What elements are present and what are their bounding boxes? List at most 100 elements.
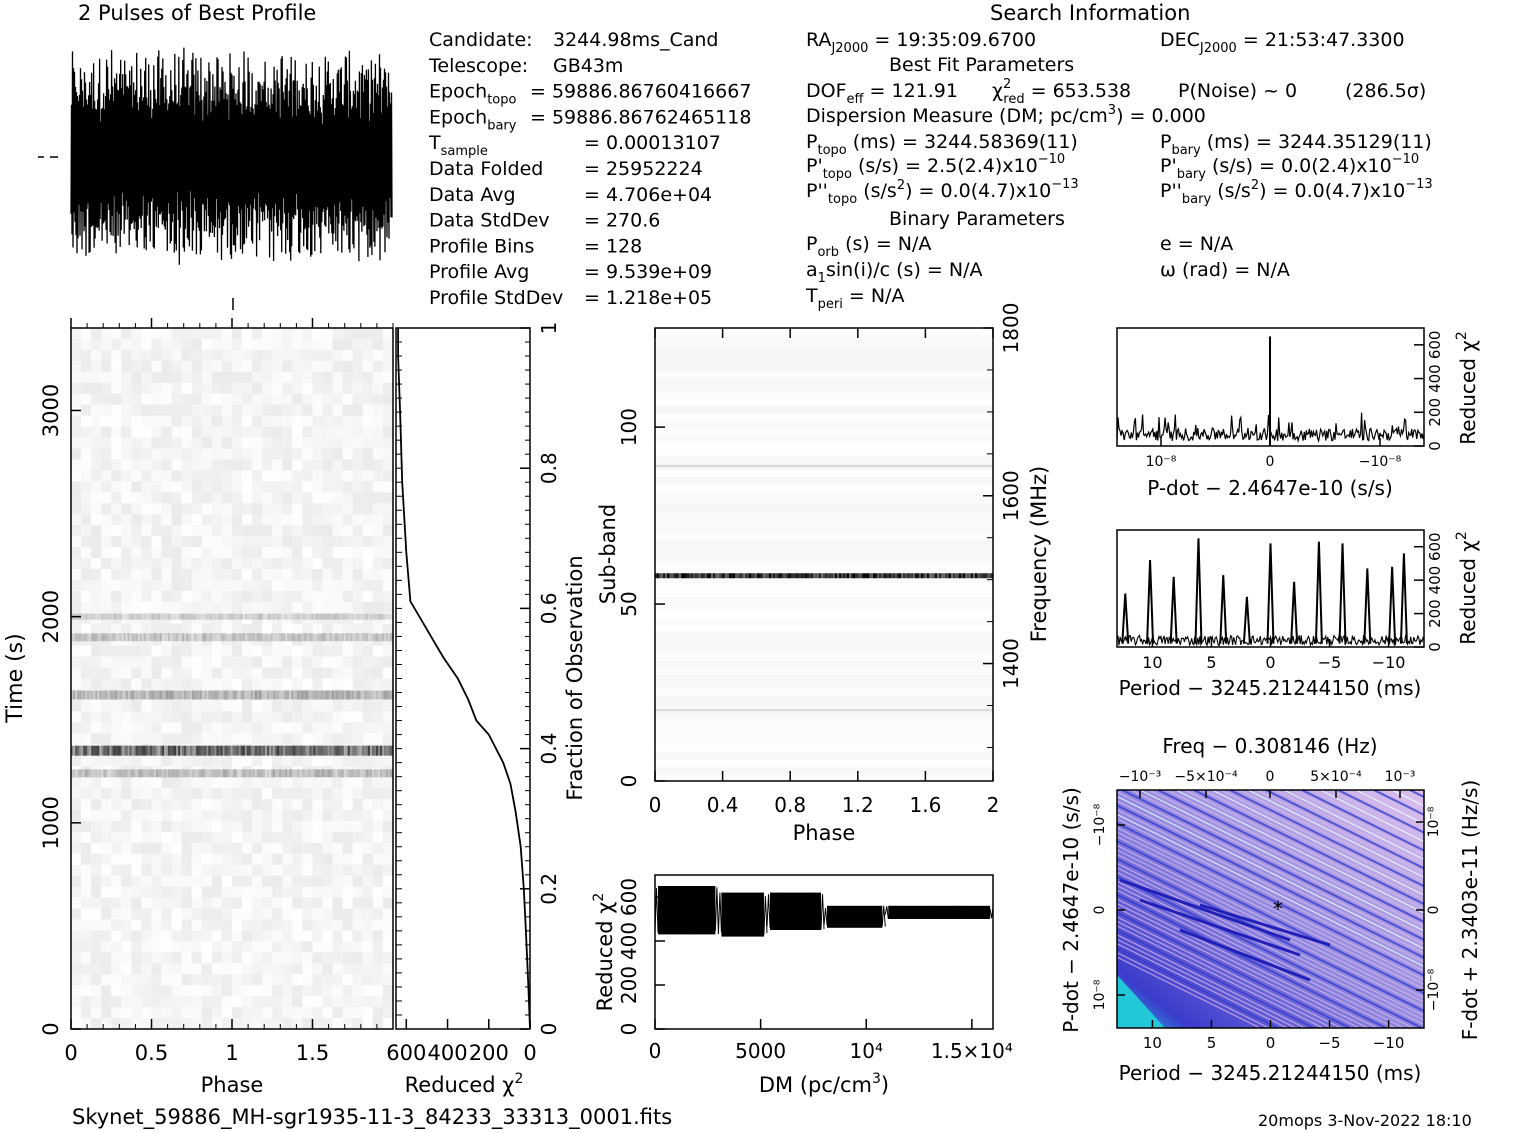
time-phase-cell (372, 481, 383, 493)
subband-bright-cell (941, 573, 943, 579)
subband-bright-cell (943, 573, 945, 579)
time-phase-cell (362, 678, 373, 690)
time-phase-cell (111, 941, 122, 953)
dm-xlabel: DM (pc/cm3) (759, 1071, 889, 1097)
time-phase-cell (342, 919, 353, 931)
time-phase-cell (342, 514, 353, 526)
time-phase-cell (362, 503, 373, 515)
time-phase-cell (231, 492, 243, 504)
time-phase-cell (312, 831, 323, 844)
subband-row (655, 696, 993, 704)
time-phase-cell (201, 908, 212, 920)
time-phase-cell (352, 996, 363, 1008)
time-phase-band (178, 690, 181, 700)
time-phase-band (248, 613, 251, 620)
time-phase-cell (372, 941, 383, 953)
time-phase-cell (151, 371, 162, 384)
time-phase-cell (181, 426, 192, 438)
subband-bright-cell (799, 573, 801, 579)
time-phase-cell (242, 328, 253, 340)
time-phase-band (236, 633, 239, 642)
time-phase-cell (362, 634, 373, 646)
time-phase-cell (131, 514, 142, 526)
time-phase-cell (262, 996, 273, 1008)
time-phase-cell (231, 349, 243, 362)
time-phase-cell (151, 941, 162, 953)
time-phase-cell (171, 941, 182, 953)
time-phase-cell (131, 985, 142, 997)
time-phase-band (384, 613, 387, 620)
subband-bright-cell (869, 573, 871, 579)
time-phase-cell (221, 733, 233, 745)
time-phase-band (228, 690, 231, 700)
time-phase-cell (312, 1007, 323, 1019)
time-phase-cell (191, 842, 202, 854)
time-phase-band (79, 745, 82, 756)
time-phase-band (174, 769, 177, 778)
time-phase-band (341, 690, 344, 700)
time-phase-band (258, 690, 261, 700)
time-phase-band (149, 690, 152, 700)
ptopo-label: Ptopo (ms) = 3244.58369(11) (806, 131, 1078, 158)
time-phase-cell (231, 547, 243, 559)
time-phase-cell (372, 678, 383, 690)
time-phase-cell (272, 558, 283, 570)
time-phase-cell (382, 777, 393, 789)
time-phase-band (305, 690, 308, 700)
time-phase-cell (362, 864, 373, 876)
time-phase-cell (201, 941, 212, 953)
time-phase-cell (312, 645, 323, 657)
time-phase-cell (352, 755, 363, 767)
time-phase-cell (81, 503, 92, 515)
time-phase-cell (171, 525, 182, 537)
time-phase-band (301, 613, 304, 620)
time-phase-cell (382, 733, 393, 745)
time-phase-cell (272, 722, 283, 734)
time-phase-band (264, 633, 268, 642)
time-phase-cell (131, 437, 142, 449)
time-phase-band (335, 769, 338, 778)
time-phase-band (388, 769, 391, 778)
time-phase-cell (242, 426, 253, 438)
time-phase-cell (71, 656, 82, 668)
time-phase-cell (292, 470, 303, 482)
time-phase-cell (201, 371, 212, 384)
time-phase-band (361, 633, 364, 642)
time-phase-cell (181, 842, 192, 854)
time-phase-cell (211, 777, 223, 789)
time-phase-cell (81, 897, 92, 909)
time-phase-cell (161, 897, 172, 909)
time-phase-cell (91, 853, 102, 865)
time-phase-cell (252, 864, 263, 876)
timestamp: 20mops 3-Nov-2022 18:10 (1258, 1111, 1472, 1130)
time-phase-cell (151, 558, 162, 570)
time-phase-cell (362, 393, 373, 405)
time-phase-cell (231, 711, 243, 723)
time-phase-cell (302, 744, 313, 756)
subband-bright-cell (933, 573, 935, 579)
time-phase-band (190, 613, 193, 620)
time-phase-cell (272, 941, 283, 953)
time-phase-band (246, 633, 249, 642)
time-phase-band (287, 769, 290, 778)
time-phase-cell (201, 853, 212, 865)
time-phase-cell (191, 349, 202, 362)
time-phase-cell (352, 579, 363, 592)
time-phase-cell (322, 711, 333, 723)
subband-xtick-label: 0.8 (774, 793, 806, 817)
time-phase-cell (161, 996, 172, 1008)
time-phase-band (113, 613, 116, 620)
time-phase-cell (81, 777, 92, 789)
time-phase-band (311, 690, 314, 700)
time-phase-band (125, 745, 128, 756)
subband-row (655, 349, 993, 357)
subband-row (655, 370, 993, 378)
time-phase-band (149, 633, 152, 642)
time-phase-cell (312, 897, 323, 909)
time-phase-cell (101, 941, 112, 953)
time-phase-cell (131, 656, 142, 668)
period-ytick-label: 200 (1426, 599, 1444, 628)
time-phase-cell (121, 536, 132, 548)
time-phase-cell (292, 590, 303, 603)
time-phase-band (188, 690, 191, 700)
